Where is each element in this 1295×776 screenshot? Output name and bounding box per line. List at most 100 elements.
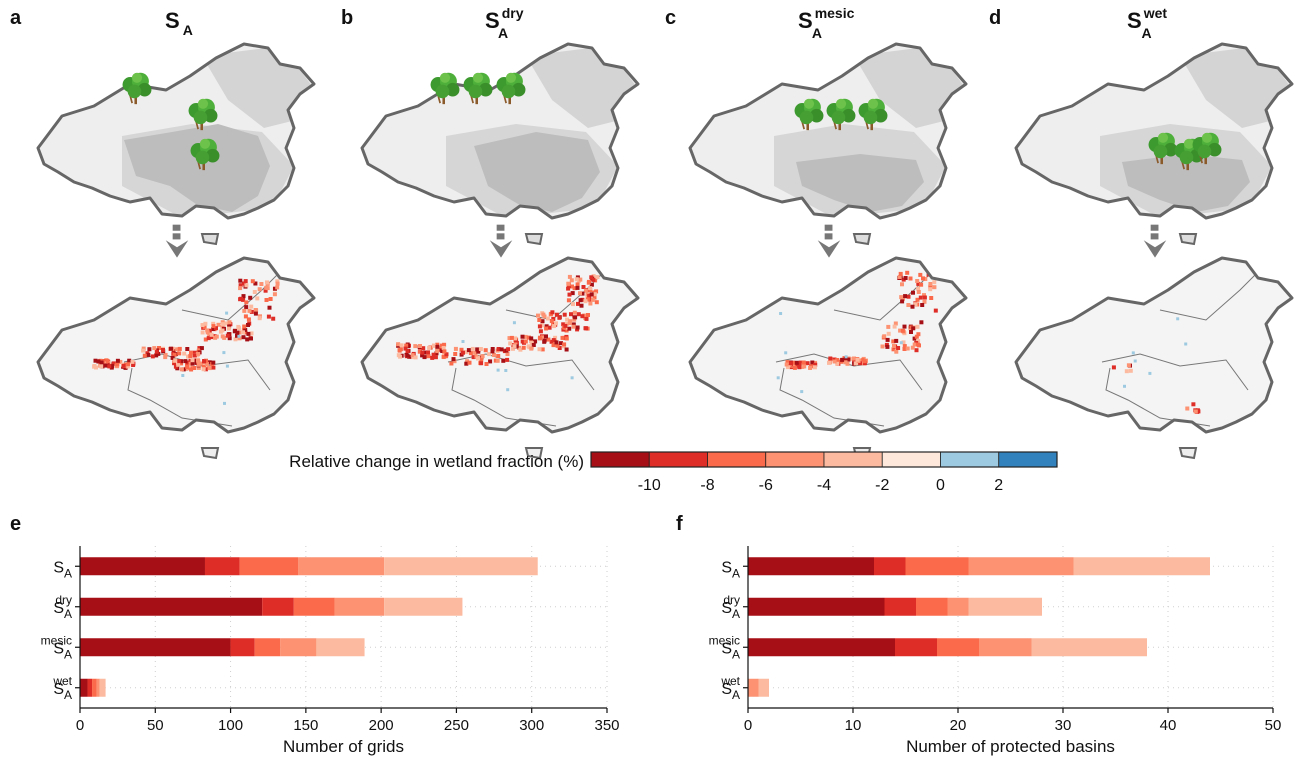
category-label: SA	[721, 681, 740, 702]
scenario-map-top	[360, 42, 640, 246]
bar-segment	[80, 597, 263, 616]
x-axis-title: Number of protected basins	[906, 737, 1115, 756]
colorbar-tick-label: -10	[638, 477, 661, 494]
colorbar-tick-label: 0	[936, 477, 945, 494]
x-axis-title: Number of grids	[283, 737, 404, 756]
scenario-map-top	[1014, 42, 1294, 246]
scenario-map-change	[36, 256, 316, 460]
bar-segment	[884, 597, 916, 616]
x-tick-label: 300	[519, 717, 544, 734]
colorbar-segment	[998, 451, 1058, 468]
bar-segment	[254, 638, 281, 657]
colorbar-segment	[590, 451, 650, 468]
colorbar-tick-label: -4	[817, 477, 831, 494]
category-label: SA	[53, 681, 72, 702]
category-label: SA	[721, 600, 740, 621]
bar-segment	[384, 597, 463, 616]
colorbar-tick-label: -8	[700, 477, 714, 494]
x-tick-label: 0	[76, 717, 84, 734]
bar-segment	[874, 557, 906, 576]
panel-label-b: b	[341, 7, 353, 29]
category-label-sup: mesic	[41, 633, 72, 647]
x-tick-label: 20	[950, 717, 967, 734]
arrow-down-icon	[489, 224, 513, 258]
bar-segment	[80, 638, 231, 657]
x-tick-label: 30	[1055, 717, 1072, 734]
bar-segment	[92, 678, 97, 697]
panel-label-e: e	[10, 513, 21, 535]
bar-segment	[384, 557, 538, 576]
arrow-down-icon	[1143, 224, 1167, 258]
bar-segment	[298, 557, 385, 576]
x-tick-label: 100	[218, 717, 243, 734]
bar-segment	[758, 678, 769, 697]
bar-segment	[96, 678, 100, 697]
bar-segment	[895, 638, 937, 657]
bar-segment	[316, 638, 365, 657]
colorbar-segment	[707, 451, 767, 468]
colorbar-segment	[648, 451, 708, 468]
panel-label-c: c	[665, 7, 676, 29]
bar-segment	[230, 638, 255, 657]
bar-segment	[80, 678, 88, 697]
panel-label-a: a	[10, 7, 22, 29]
category-label-sup: dry	[55, 593, 72, 607]
bar-segment	[979, 638, 1032, 657]
x-tick-label: 10	[845, 717, 862, 734]
category-label: SA	[53, 640, 72, 661]
bar-segment	[1073, 557, 1210, 576]
x-tick-label: 350	[594, 717, 619, 734]
bar-segment	[293, 597, 335, 616]
panel-label-f: f	[676, 513, 683, 535]
bar-segment	[87, 678, 93, 697]
bar-segment	[1031, 638, 1147, 657]
bar-segment	[204, 557, 240, 576]
scenario-map-top	[688, 42, 968, 246]
bar-segment	[748, 597, 885, 616]
bar-segment	[334, 597, 385, 616]
bar-segment	[937, 638, 979, 657]
bar-segment	[748, 678, 759, 697]
x-tick-label: 50	[147, 717, 164, 734]
bar-segment	[748, 638, 895, 657]
colorbar-segment	[881, 451, 941, 468]
category-label-sup: wet	[720, 674, 740, 688]
bar-segment	[905, 557, 969, 576]
arrow-down-icon	[165, 224, 189, 258]
colorbar-tick-label: 2	[994, 477, 1003, 494]
bar-segment	[280, 638, 317, 657]
scenario-map-change	[688, 256, 968, 460]
category-label-sup: dry	[723, 593, 740, 607]
x-tick-label: 200	[369, 717, 394, 734]
x-tick-label: 150	[293, 717, 318, 734]
category-label: SA	[721, 640, 740, 661]
bar-segment	[239, 557, 299, 576]
arrow-down-icon	[817, 224, 841, 258]
bar-segment	[968, 597, 1042, 616]
x-tick-label: 0	[744, 717, 752, 734]
colorbar-segment	[823, 451, 883, 468]
colorbar-title: Relative change in wetland fraction (%)	[289, 452, 584, 471]
bar-segment	[80, 557, 205, 576]
scenario-map-change	[360, 256, 640, 460]
colorbar-tick-label: -2	[875, 477, 889, 494]
colorbar-segment	[940, 451, 1000, 468]
colorbar: Relative change in wetland fraction (%) …	[289, 451, 1058, 494]
category-label-sup: mesic	[709, 633, 740, 647]
scenario-map-top	[36, 42, 316, 246]
x-tick-label: 40	[1160, 717, 1177, 734]
x-tick-label: 250	[444, 717, 469, 734]
bar-segment	[748, 557, 874, 576]
bar-segment	[916, 597, 948, 616]
bar-segment	[947, 597, 969, 616]
bar-segment	[99, 678, 106, 697]
panel-label-d: d	[989, 7, 1001, 29]
category-label: SA	[53, 559, 72, 580]
